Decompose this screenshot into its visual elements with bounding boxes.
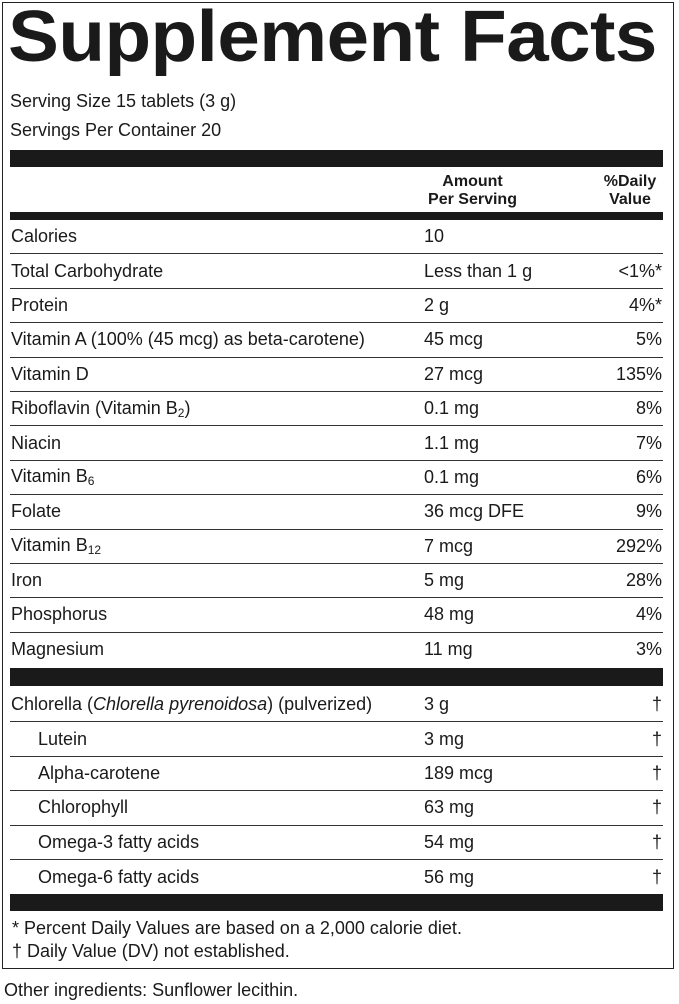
table-row: Omega-3 fatty acids 54 mg † bbox=[10, 826, 663, 860]
daily-value: 6% bbox=[635, 466, 662, 487]
table-row: Alpha-carotene 189 mcg † bbox=[10, 757, 663, 792]
table-row: Total Carbohydrate Less than 1 g <1%* bbox=[10, 254, 663, 289]
amount-per-serving: 2 g bbox=[424, 294, 450, 315]
nutrient-name: Lutein bbox=[38, 728, 88, 749]
amount-header-line1: Amount bbox=[442, 173, 503, 190]
nutrient-name: Chlorella (Chlorella pyrenoidosa) (pulve… bbox=[11, 694, 373, 715]
daily-value: <1%* bbox=[618, 260, 662, 281]
daily-value: 28% bbox=[625, 570, 662, 591]
table-row: Magnesium 11 mg 3% bbox=[10, 633, 663, 667]
daily-value: 135% bbox=[615, 363, 662, 384]
amount-per-serving: 3 mg bbox=[424, 728, 465, 749]
supplement-facts-panel bbox=[2, 2, 674, 969]
nutrient-name: Chlorophyll bbox=[38, 797, 129, 818]
serving-size: Serving Size 15 tablets (3 g) bbox=[10, 91, 237, 111]
table-row: Iron 5 mg 28% bbox=[10, 564, 663, 599]
daily-value: 4% bbox=[635, 604, 662, 625]
amount-per-serving: 11 mg bbox=[424, 639, 473, 660]
nutrient-name: Protein bbox=[11, 294, 69, 315]
other-ingredient-table: Chlorella (Chlorella pyrenoidosa) (pulve… bbox=[10, 688, 663, 894]
table-row: Niacin 1.1 mg 7% bbox=[10, 426, 663, 461]
table-row: Riboflavin (Vitamin B2) 0.1 mg 8% bbox=[10, 392, 663, 427]
footnote-daily-values: * Percent Daily Values are based on a 2,… bbox=[12, 918, 462, 938]
amount-per-serving: 54 mg bbox=[424, 831, 475, 852]
daily-value: † bbox=[651, 762, 662, 783]
nutrient-name: Vitamin B6 bbox=[11, 466, 95, 489]
servings-per-container: Servings Per Container 20 bbox=[10, 120, 222, 140]
daily-value: 4%* bbox=[628, 294, 662, 315]
amount-per-serving: 0.1 mg bbox=[424, 398, 480, 419]
amount-per-serving: 5 mg bbox=[424, 570, 465, 591]
table-row: Chlorella (Chlorella pyrenoidosa) (pulve… bbox=[10, 688, 663, 723]
table-row: Vitamin B12 7 mcg 292% bbox=[10, 530, 663, 564]
nutrient-name: Niacin bbox=[11, 432, 62, 453]
nutrient-name: Total Carbohydrate bbox=[11, 260, 164, 281]
dv-header-line1: %Daily bbox=[603, 173, 657, 190]
amount-per-serving: 48 mg bbox=[424, 604, 475, 625]
daily-value: 3% bbox=[635, 639, 662, 660]
daily-value: † bbox=[651, 866, 662, 887]
table-row: Vitamin B6 0.1 mg 6% bbox=[10, 461, 663, 496]
daily-value: 8% bbox=[635, 398, 662, 419]
divider-bar bbox=[10, 150, 663, 167]
daily-value: † bbox=[651, 694, 662, 715]
amount-per-serving: 7 mcg bbox=[424, 535, 474, 556]
table-row: Phosphorus 48 mg 4% bbox=[10, 598, 663, 633]
nutrient-name: Calories bbox=[11, 226, 78, 247]
nutrient-name: Alpha-carotene bbox=[38, 762, 161, 783]
nutrient-name: Omega-3 fatty acids bbox=[38, 831, 200, 852]
amount-per-serving: 45 mcg bbox=[424, 329, 484, 350]
nutrient-name: Omega-6 fatty acids bbox=[38, 866, 200, 887]
nutrient-name: Vitamin A (100% (45 mcg) as beta-caroten… bbox=[11, 329, 365, 350]
table-row: Omega-6 fatty acids 56 mg † bbox=[10, 860, 663, 894]
table-row: Vitamin D 27 mcg 135% bbox=[10, 358, 663, 392]
dv-header: %Daily Value bbox=[590, 173, 670, 209]
nutrient-name: Riboflavin (Vitamin B2) bbox=[11, 397, 191, 420]
amount-per-serving: 36 mcg DFE bbox=[424, 501, 525, 522]
nutrient-name: Magnesium bbox=[11, 639, 105, 660]
panel-title: Supplement Facts bbox=[8, 0, 657, 77]
table-row: Vitamin A (100% (45 mcg) as beta-caroten… bbox=[10, 323, 663, 358]
nutrient-name: Vitamin B12 bbox=[11, 535, 102, 558]
table-row: Lutein 3 mg † bbox=[10, 722, 663, 757]
amount-per-serving: 0.1 mg bbox=[424, 466, 480, 487]
table-row: Calories 10 bbox=[10, 220, 663, 255]
amount-per-serving: 1.1 mg bbox=[424, 432, 480, 453]
daily-value: † bbox=[651, 728, 662, 749]
amount-per-serving: 3 g bbox=[424, 694, 450, 715]
daily-value: 292% bbox=[615, 535, 662, 556]
table-row: Folate 36 mcg DFE 9% bbox=[10, 495, 663, 530]
footnote-dv-not-established: † Daily Value (DV) not established. bbox=[12, 941, 290, 961]
amount-per-serving: 27 mcg bbox=[424, 363, 484, 384]
nutrient-name: Phosphorus bbox=[11, 604, 108, 625]
amount-header: Amount Per Serving bbox=[400, 173, 545, 209]
divider-bar bbox=[10, 894, 663, 911]
amount-per-serving: 189 mcg bbox=[424, 762, 494, 783]
daily-value: 7% bbox=[635, 432, 662, 453]
amount-per-serving: 10 bbox=[424, 226, 445, 247]
table-row: Protein 2 g 4%* bbox=[10, 289, 663, 324]
daily-value: 9% bbox=[635, 501, 662, 522]
nutrient-name: Folate bbox=[11, 501, 62, 522]
other-ingredients: Other ingredients: Sunflower lecithin. bbox=[4, 980, 299, 1000]
daily-value: † bbox=[651, 831, 662, 852]
nutrient-name: Vitamin D bbox=[11, 363, 89, 384]
divider-bar bbox=[10, 212, 663, 220]
daily-value: 5% bbox=[635, 329, 662, 350]
nutrient-name: Iron bbox=[11, 570, 43, 591]
amount-per-serving: Less than 1 g bbox=[424, 260, 533, 281]
nutrient-table: Calories 10 Total Carbohydrate Less than 1 … bbox=[10, 220, 663, 667]
amount-header-line2: Per Serving bbox=[428, 191, 517, 208]
daily-value: † bbox=[651, 797, 662, 818]
dv-header-line2: Value bbox=[609, 191, 651, 208]
amount-per-serving: 63 mg bbox=[424, 797, 475, 818]
divider-bar bbox=[10, 668, 663, 686]
table-row: Chlorophyll 63 mg † bbox=[10, 791, 663, 826]
amount-per-serving: 56 mg bbox=[424, 866, 475, 887]
